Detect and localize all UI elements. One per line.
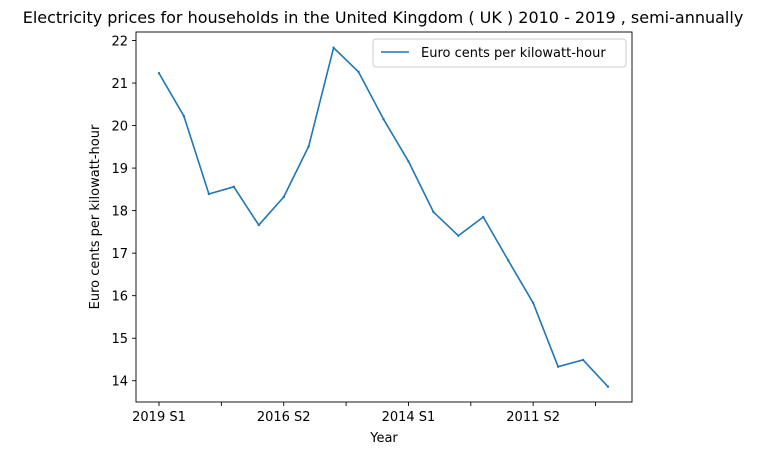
data-point: [307, 145, 310, 148]
data-point: [157, 72, 161, 75]
legend-label: Euro cents per kilowatt-hour: [421, 46, 606, 61]
data-point: [332, 46, 335, 49]
data-point: [257, 223, 260, 227]
data-point: [207, 192, 211, 196]
y-tick-label: 15: [111, 332, 128, 347]
data-point: [531, 301, 535, 305]
chart-title: Electricity prices for households in the…: [23, 8, 744, 27]
axes-frame: [135, 31, 633, 403]
data-point: [357, 70, 360, 74]
x-tick-label: 2019 S1: [132, 410, 186, 425]
y-axis: 14 15 16 17 18 19 20 21 22: [111, 35, 136, 390]
y-tick-label: 21: [111, 77, 128, 92]
x-tick-label: 2014 S1: [382, 410, 436, 425]
data-point: [432, 210, 435, 214]
y-tick-label: 19: [111, 162, 128, 177]
x-axis: 2019 S1 2016 S2 2014 S1 2011 S2: [132, 402, 596, 425]
x-tick-label: 2016 S2: [257, 410, 311, 425]
x-axis-label: Year: [369, 431, 398, 446]
y-tick-label: 18: [111, 205, 128, 220]
data-point: [581, 358, 585, 362]
legend: Euro cents per kilowatt-hour: [372, 38, 627, 68]
data-point: [182, 115, 186, 118]
data-point: [457, 234, 460, 237]
y-tick-label: 17: [111, 247, 128, 262]
y-axis-label: Euro cents per kilowatt-hour: [88, 124, 103, 309]
legend-box: [372, 38, 627, 68]
y-tick-label: 14: [111, 375, 128, 390]
data-point: [556, 365, 560, 368]
data-point: [382, 117, 385, 121]
data-point: [407, 160, 410, 163]
x-tick-label: 2011 S2: [506, 410, 560, 425]
data-point: [482, 215, 485, 219]
data-points: [157, 46, 610, 388]
data-point: [507, 259, 510, 262]
plot-area: [157, 46, 610, 388]
data-point: [232, 185, 236, 189]
series-line: [158, 46, 609, 388]
y-tick-label: 16: [111, 290, 128, 305]
y-tick-label: 22: [111, 35, 128, 50]
data-point: [282, 195, 285, 199]
y-tick-label: 20: [111, 120, 128, 135]
data-point: [606, 385, 610, 388]
